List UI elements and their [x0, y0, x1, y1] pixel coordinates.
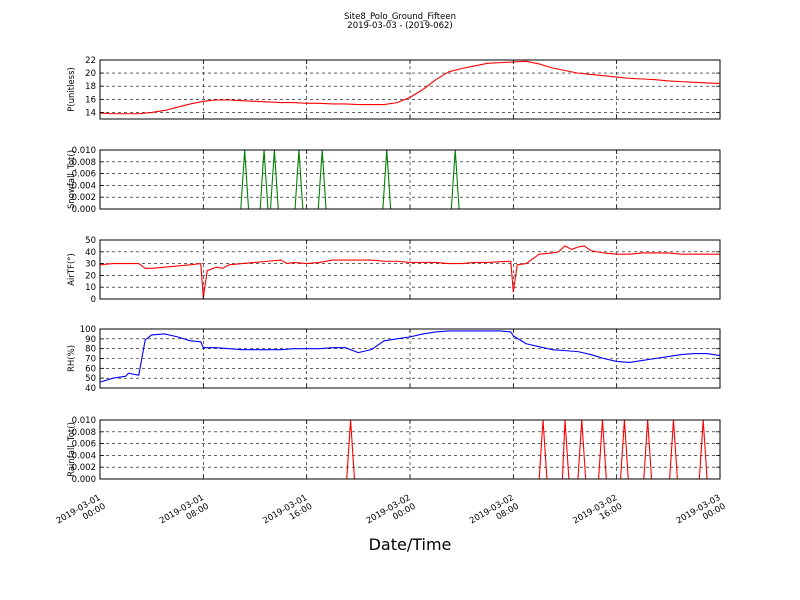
series-line [99, 245, 720, 299]
y-tick-label: 0.006 [72, 440, 96, 450]
x-tick-label: 2019-03-0216:00 [571, 493, 624, 535]
y-tick-label: 50 [85, 374, 96, 384]
figure-title: Site8_Polo_Ground_Fifteen [344, 12, 456, 22]
y-tick-label: 60 [85, 364, 96, 374]
y-axis-label: AirTF(°) [67, 253, 77, 286]
figure-subtitle: 2019-03-03 - (2019-062) [347, 21, 453, 31]
y-tick-label: 100 [80, 325, 96, 335]
y-tick-label: 30 [85, 260, 96, 270]
x-tick-label: 2019-03-0100:00 [55, 493, 108, 535]
series-line [99, 60, 721, 115]
series-line [99, 330, 721, 383]
y-tick-label: 0.008 [72, 158, 96, 168]
y-tick-label: 80 [85, 345, 96, 355]
y-tick-label: 0.000 [72, 475, 96, 485]
y-tick-label: 50 [85, 236, 96, 246]
y-tick-label: 20 [85, 69, 96, 79]
y-axis-label: P(unitless) [67, 67, 77, 112]
y-tick-label: 14 [85, 108, 96, 118]
x-tick-label: 2019-03-0208:00 [468, 493, 521, 535]
x-tick-label: 2019-03-0116:00 [261, 493, 314, 535]
y-axis-label: Rainfall_Tot() [67, 422, 77, 477]
y-axis-label: RH(%) [67, 345, 77, 372]
x-tick-label: 2019-03-0108:00 [158, 493, 211, 535]
y-tick-label: 0.000 [72, 205, 96, 215]
y-tick-label: 0.002 [72, 463, 96, 473]
x-axis-label: Date/Time [369, 535, 452, 554]
y-tick-label: 20 [85, 271, 96, 281]
y-tick-label: 18 [85, 82, 96, 92]
y-tick-label: 70 [85, 355, 96, 365]
y-tick-label: 40 [85, 248, 96, 258]
y-axis-label: Snowfall_Tot() [67, 150, 77, 209]
y-tick-label: 0.002 [72, 193, 96, 203]
y-tick-label: 22 [85, 56, 96, 66]
y-tick-label: 0.006 [72, 170, 96, 180]
y-tick-label: 90 [85, 335, 96, 345]
y-tick-label: 0.004 [72, 451, 96, 461]
panel-1: 14 16 18 20 22 P(unitless) [67, 56, 721, 120]
y-tick-label: 40 [85, 384, 96, 394]
y-tick-label: 0 [91, 295, 96, 305]
x-tick-label: 2019-03-0300:00 [675, 493, 728, 535]
x-tick-label: 2019-03-0200:00 [365, 493, 418, 535]
y-tick-label: 16 [85, 95, 96, 105]
y-tick-label: 0.008 [72, 428, 96, 438]
y-tick-label: 0.010 [72, 416, 96, 426]
y-tick-label: 10 [85, 283, 96, 293]
y-tick-label: 0.004 [72, 181, 96, 191]
y-tick-label: 0.010 [72, 146, 96, 156]
